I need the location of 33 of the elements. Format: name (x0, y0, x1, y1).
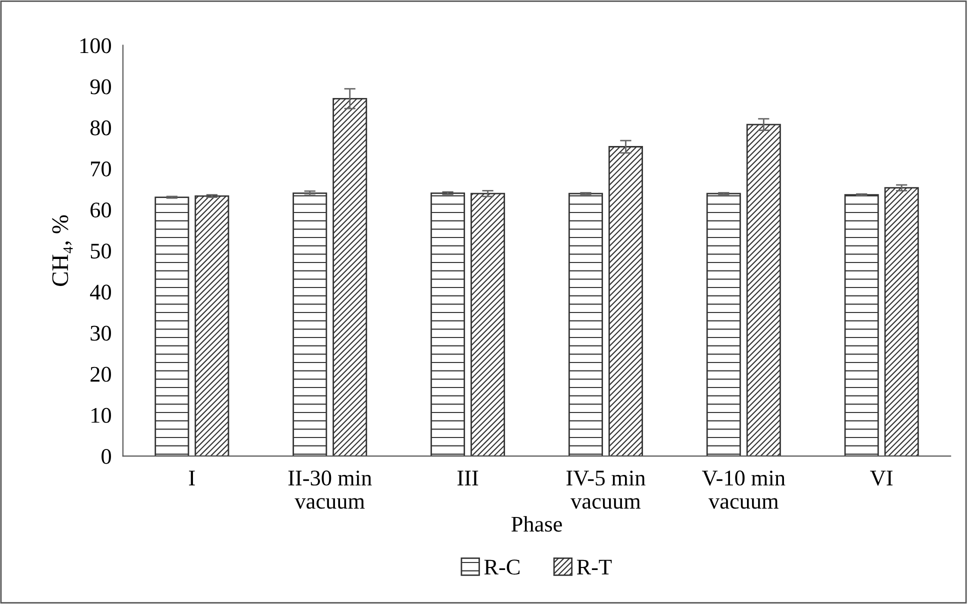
y-tick-label: 20 (90, 366, 111, 382)
legend-label: R-T (576, 560, 612, 574)
legend-label: R-C (484, 560, 520, 575)
bar (884, 187, 919, 456)
bar (332, 98, 368, 456)
bar (470, 192, 506, 456)
bar (430, 192, 466, 456)
x-axis-title: Phase (511, 516, 562, 532)
bar (608, 146, 643, 456)
bar (194, 195, 230, 456)
y-tick-label: 60 (90, 202, 111, 218)
bar (154, 196, 190, 456)
x-tick-label: I (189, 470, 195, 486)
x-tick-label: VI (870, 470, 893, 486)
y-axis-title: CH₄, % (52, 215, 73, 286)
bar (568, 192, 603, 456)
y-tick-label: 40 (90, 284, 111, 300)
y-tick-label: 100 (80, 38, 111, 54)
bar (292, 192, 328, 456)
y-tick-label: 80 (90, 120, 111, 136)
y-tick-label: 90 (90, 79, 111, 94)
y-tick-label: 70 (91, 161, 111, 176)
y-tick-label: 50 (90, 244, 111, 259)
bar (844, 194, 879, 456)
y-tick-label: 10 (92, 408, 111, 423)
x-tick-label: V-10 min vacuum (702, 470, 786, 509)
x-tick-label: IV-5 min vacuum (566, 470, 646, 509)
bar (746, 124, 781, 456)
y-tick-label: 0 (102, 448, 111, 464)
x-tick-label: III (457, 470, 478, 486)
y-tick-label: 30 (90, 326, 111, 341)
x-tick-label: II-30 min vacuum (288, 470, 372, 509)
bar (706, 192, 741, 456)
